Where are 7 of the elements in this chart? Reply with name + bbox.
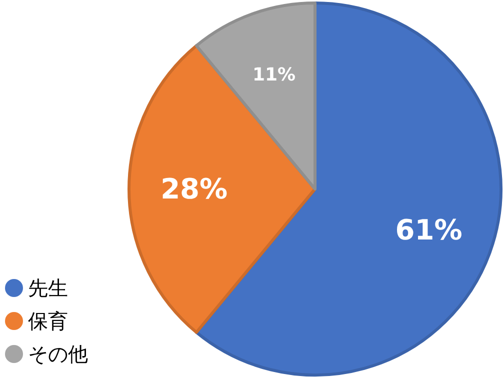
pie-slice	[128, 44, 316, 334]
legend-label: 先生	[28, 276, 68, 300]
data-label: 61%	[395, 213, 462, 246]
legend-label: その他	[28, 342, 88, 366]
legend-label: 保育	[28, 309, 68, 333]
data-label: 11%	[252, 64, 296, 86]
data-label: 28%	[160, 172, 228, 206]
